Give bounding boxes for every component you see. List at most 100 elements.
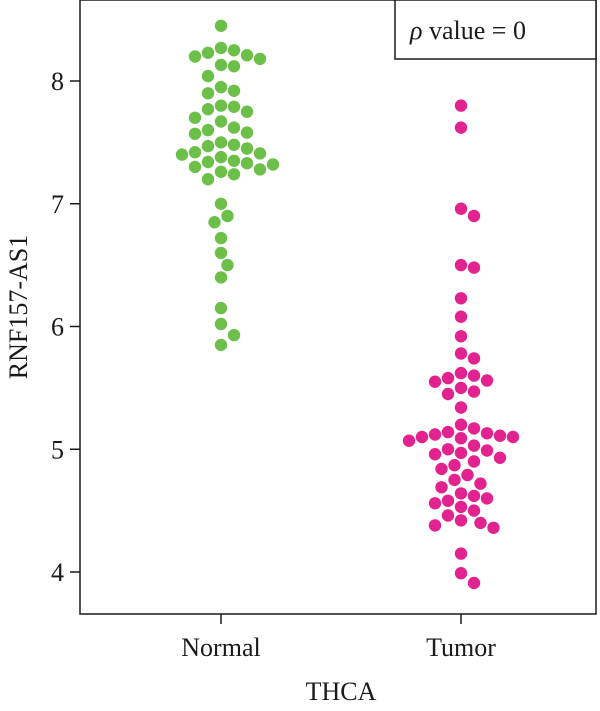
- data-point-normal: [214, 197, 228, 210]
- annotation-box: ρ value = 0: [394, 0, 597, 60]
- y-axis-title: RNF157-AS1: [4, 235, 33, 379]
- data-point-tumor: [480, 492, 494, 505]
- data-point-tumor: [480, 444, 494, 457]
- data-point-normal: [240, 49, 254, 62]
- data-point-normal: [227, 100, 241, 114]
- data-point-normal: [188, 127, 202, 140]
- data-point-tumor: [454, 487, 468, 500]
- y-tick-label: 4: [51, 558, 64, 587]
- data-point-tumor: [467, 209, 481, 223]
- data-point-normal: [214, 19, 228, 32]
- data-point-normal: [214, 271, 228, 284]
- data-point-tumor: [454, 99, 468, 112]
- data-point-tumor: [454, 121, 468, 134]
- data-point-normal: [227, 60, 241, 73]
- data-point-normal: [214, 80, 228, 94]
- annotation-value: value = 0: [422, 16, 525, 45]
- data-point-normal: [214, 301, 228, 315]
- data-point-normal: [214, 99, 228, 112]
- data-point-tumor: [428, 375, 442, 388]
- data-point-tumor: [448, 459, 461, 472]
- data-point-tumor: [467, 489, 481, 503]
- data-point-tumor: [428, 519, 442, 532]
- data-point-tumor: [454, 567, 468, 580]
- data-point-tumor: [480, 427, 494, 440]
- data-point-normal: [201, 69, 215, 83]
- data-point-normal: [240, 157, 254, 170]
- data-point-tumor: [454, 547, 468, 560]
- data-point-tumor: [441, 443, 455, 456]
- x-tick-label: Tumor: [426, 633, 496, 662]
- annotation-text: ρ value = 0: [409, 16, 526, 45]
- data-point-normal: [201, 139, 215, 153]
- data-point-tumor: [402, 434, 416, 447]
- data-point-normal: [188, 160, 202, 174]
- data-point-tumor: [493, 451, 507, 464]
- data-point-tumor: [454, 432, 468, 445]
- y-axis: 4 5 6 7 8: [51, 67, 80, 587]
- data-point-tumor: [428, 497, 442, 510]
- data-point-tumor: [467, 504, 481, 517]
- data-point-normal: [214, 165, 228, 178]
- data-point-tumor: [467, 455, 481, 468]
- y-tick-label: 6: [51, 313, 64, 342]
- x-axis: Normal Tumor: [181, 614, 496, 662]
- data-point-tumor: [441, 425, 455, 439]
- data-point-normal: [253, 163, 267, 176]
- data-point-tumor: [441, 509, 455, 522]
- data-point-normal: [201, 103, 215, 116]
- data-point-tumor: [454, 401, 468, 414]
- data-point-tumor: [454, 500, 468, 514]
- data-point-tumor: [454, 292, 468, 305]
- y-tick-label: 7: [51, 190, 64, 219]
- data-point-tumor: [454, 202, 468, 215]
- data-point-normal: [201, 46, 215, 59]
- data-point-normal: [240, 105, 254, 118]
- data-point-normal: [214, 136, 228, 149]
- data-point-tumor: [415, 430, 429, 444]
- data-point-normal: [214, 150, 228, 164]
- data-point-normal: [201, 123, 215, 137]
- data-point-tumor: [506, 430, 520, 444]
- data-point-normal: [221, 209, 234, 223]
- data-point-tumor: [467, 422, 481, 435]
- data-point-normal: [227, 84, 241, 98]
- data-point-tumor: [454, 446, 468, 460]
- data-point-normal: [201, 87, 215, 100]
- data-point-tumor: [454, 381, 468, 395]
- data-point-normal: [214, 246, 228, 260]
- data-points: [175, 19, 520, 590]
- data-point-normal: [227, 121, 241, 134]
- data-point-tumor: [428, 428, 442, 441]
- data-point-normal: [175, 148, 189, 161]
- data-point-tumor: [467, 576, 481, 590]
- data-point-tumor: [480, 374, 494, 387]
- x-axis-title: THCA: [306, 677, 377, 706]
- data-point-normal: [214, 317, 228, 331]
- data-point-tumor: [467, 439, 481, 452]
- data-point-tumor: [441, 387, 455, 401]
- data-point-normal: [253, 52, 267, 66]
- data-point-normal: [221, 258, 234, 272]
- data-point-normal: [208, 216, 221, 229]
- data-point-tumor: [467, 352, 481, 365]
- data-point-normal: [227, 328, 241, 342]
- annotation-symbol: ρ: [409, 16, 422, 45]
- x-tick-label: Normal: [181, 633, 260, 662]
- data-point-normal: [214, 338, 228, 352]
- data-point-normal: [227, 154, 241, 167]
- data-point-normal: [227, 138, 241, 151]
- data-point-tumor: [474, 516, 487, 530]
- data-point-tumor: [454, 258, 468, 272]
- data-point-normal: [201, 155, 215, 169]
- data-point-normal: [201, 173, 215, 186]
- data-point-normal: [240, 126, 254, 139]
- data-point-normal: [214, 115, 228, 128]
- data-point-normal: [240, 142, 254, 155]
- data-point-normal: [266, 158, 280, 171]
- data-point-tumor: [441, 371, 455, 385]
- data-point-tumor: [435, 481, 448, 494]
- data-point-tumor: [454, 330, 468, 343]
- data-point-tumor: [461, 468, 474, 482]
